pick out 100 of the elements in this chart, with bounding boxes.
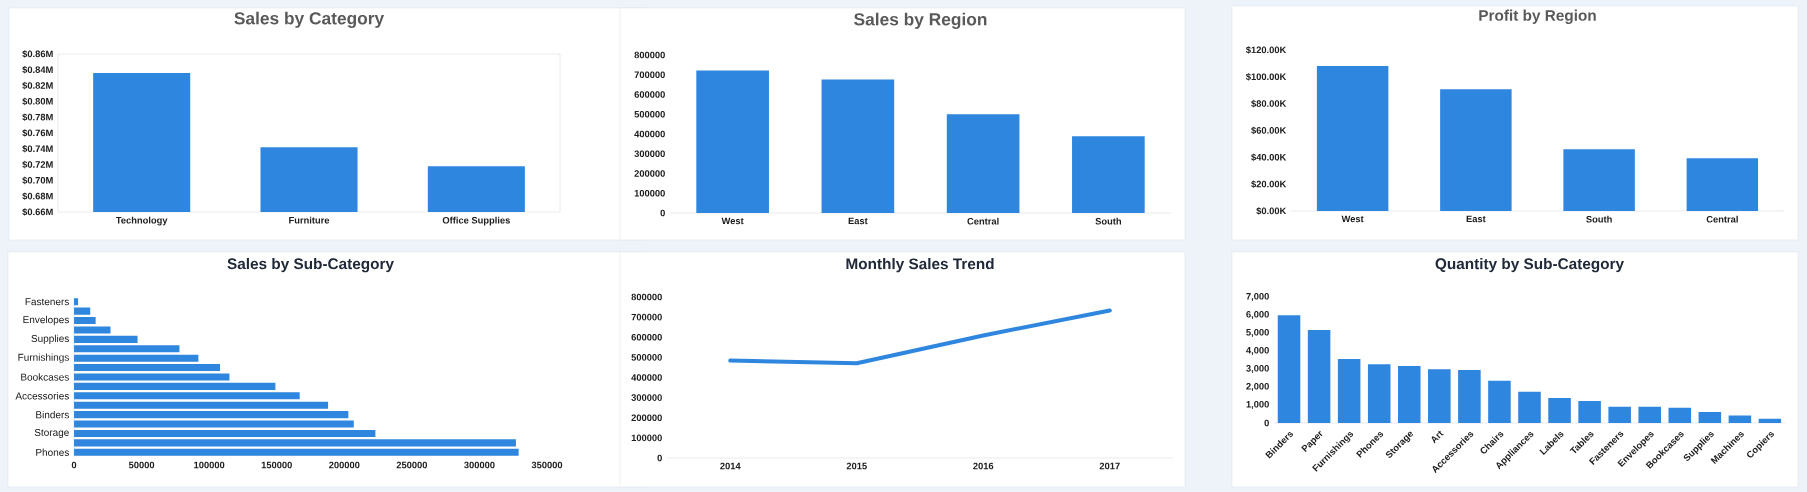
x-tick-label: 200000: [329, 461, 360, 469]
x-tick-label: 300000: [464, 461, 495, 469]
y-tick-label: Envelopes: [23, 315, 69, 326]
bar: [74, 316, 96, 325]
y-tick-label: $0.66M: [22, 208, 53, 216]
y-tick-label: $0.84M: [22, 65, 53, 74]
x-tick-label: West: [1341, 215, 1364, 223]
y-tick-label: $0.86M: [22, 50, 53, 58]
x-tick-label: Furniture: [289, 216, 330, 224]
bar: [74, 326, 111, 334]
bar: [1440, 89, 1512, 211]
x-tick-label: East: [848, 217, 868, 225]
y-tick-label: Supplies: [31, 334, 69, 344]
chart-title: Sales by Category: [234, 11, 385, 28]
y-tick-label: $0.76M: [22, 129, 53, 137]
y-tick-label: $40.00K: [1251, 153, 1287, 162]
y-tick-label: 6,000: [1246, 311, 1269, 319]
bar: [946, 114, 1020, 213]
y-tick-label: $0.78M: [22, 113, 53, 121]
bar: [1277, 315, 1301, 423]
y-tick-label: $0.70M: [22, 176, 53, 185]
bar: [74, 307, 91, 315]
y-tick-label: 4,000: [1246, 347, 1269, 355]
bar: [74, 401, 329, 409]
bar: [74, 373, 230, 381]
bar: [1728, 415, 1752, 423]
y-tick-label: 1,000: [1246, 401, 1269, 409]
bar: [1668, 407, 1692, 423]
bar: [74, 345, 180, 353]
bar: [1072, 136, 1145, 213]
chart-title: Quantity by Sub-Category: [1435, 257, 1624, 273]
y-tick-label: 2,000: [1246, 383, 1269, 391]
x-tick-label: 2015: [846, 462, 867, 470]
bar: [74, 392, 300, 400]
y-tick-label: Furnishings: [18, 353, 69, 363]
bar: [1548, 397, 1571, 423]
y-tick-label: 7,000: [1246, 293, 1269, 301]
x-tick-label: Technology: [115, 216, 168, 226]
chart-title: Profit by Region: [1479, 9, 1596, 24]
x-tick-label: 350000: [531, 461, 563, 469]
bar: [1686, 158, 1759, 211]
bar: [1578, 401, 1601, 423]
y-tick-label: 300000: [631, 394, 662, 401]
bar: [74, 420, 354, 428]
x-tick-label: Central: [1706, 215, 1738, 223]
bar: [1428, 369, 1451, 423]
y-tick-label: 5,000: [1246, 329, 1269, 337]
x-tick-label: Central: [967, 217, 999, 225]
x-tick-label: 250000: [396, 461, 428, 469]
x-tick-label: 100000: [194, 461, 225, 469]
y-tick-label: 500000: [631, 354, 662, 361]
bar: [1608, 406, 1631, 423]
y-tick-label: 100000: [634, 189, 665, 197]
y-tick-label: 0: [1264, 419, 1269, 427]
y-tick-label: $0.00K: [1256, 207, 1287, 215]
x-tick-label: 2017: [1099, 462, 1120, 470]
y-tick-label: 200000: [634, 170, 665, 177]
bar: [1307, 330, 1331, 423]
bar: [74, 439, 516, 447]
y-tick-label: $0.82M: [22, 81, 53, 90]
x-tick-label: West: [721, 217, 744, 225]
y-tick-label: $20.00K: [1251, 180, 1287, 188]
y-tick-label: 300000: [634, 150, 665, 158]
bar: [696, 70, 769, 213]
y-tick-label: Fasteners: [25, 298, 69, 306]
y-tick-label: 700000: [631, 313, 662, 321]
y-tick-label: 800000: [631, 293, 662, 301]
bar: [1638, 406, 1662, 423]
x-tick-label: South: [1095, 217, 1122, 225]
y-tick-label: 700000: [634, 71, 665, 79]
bar: [1367, 364, 1391, 423]
bar: [1337, 358, 1361, 423]
y-tick-label: Accessories: [15, 392, 69, 400]
bar: [74, 429, 376, 437]
bar: [74, 354, 199, 362]
bar: [74, 335, 138, 343]
y-tick-label: 800000: [634, 51, 665, 59]
chart-title: Monthly Sales Trend: [846, 258, 994, 273]
x-tick-label: South: [1586, 215, 1612, 223]
chart-title: Sales by Region: [854, 12, 987, 29]
bar: [1316, 66, 1389, 211]
bar: [1488, 380, 1511, 423]
bar: [1698, 412, 1722, 423]
y-tick-label: 500000: [634, 110, 665, 118]
y-tick-label: 3,000: [1246, 365, 1269, 373]
y-tick-label: 400000: [631, 374, 662, 381]
bar: [1518, 391, 1541, 423]
y-tick-label: $0.68M: [22, 192, 53, 200]
line-series: [728, 308, 1112, 366]
chart-title: Sales by Sub-Category: [227, 257, 394, 273]
bar: [821, 79, 895, 213]
y-tick-label: $80.00K: [1251, 99, 1287, 108]
y-tick-label: Bookcases: [21, 373, 69, 381]
bar: [74, 382, 276, 390]
x-tick-label: East: [1466, 215, 1486, 223]
y-tick-label: $60.00K: [1251, 126, 1287, 135]
x-tick-label: 150000: [261, 461, 292, 469]
y-tick-label: 600000: [631, 333, 662, 341]
bar: [74, 411, 349, 419]
y-tick-label: 200000: [631, 414, 662, 422]
